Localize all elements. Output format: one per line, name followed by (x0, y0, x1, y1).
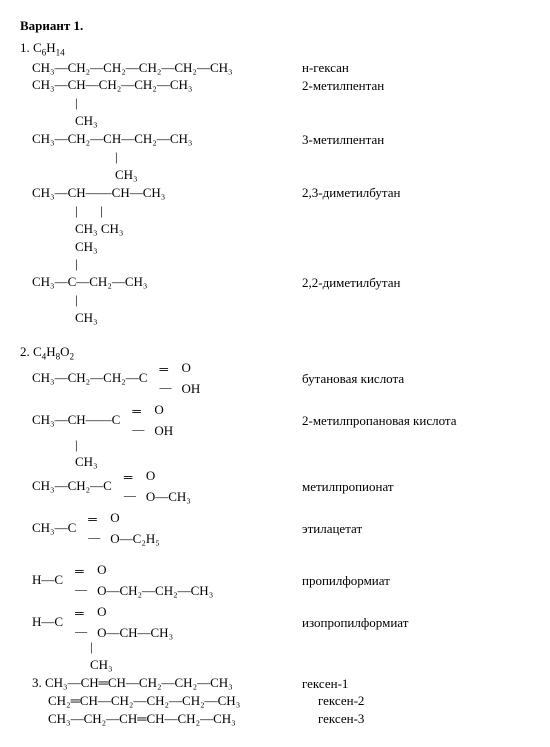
formula: CH₃—CH—CH₂—CH₂—CH₃ (20, 77, 292, 94)
branch: | (20, 95, 335, 112)
formula: CH₃—C═—OO—C₂H₅ (20, 514, 292, 544)
compound-name: 2,2-диметилбутан (292, 275, 530, 291)
compound-name: бутановая кислота (292, 371, 530, 387)
compound-row: CH₃—CH—CH₂—CH₂—CH₃ 2-метилпентан (20, 77, 530, 94)
compound-row: H—C═—OO—CH—CH₃ изопропилформиат (20, 608, 530, 638)
problem-3-head: 3. (32, 675, 45, 690)
compound-name: гексен-3 (308, 711, 530, 727)
formula: CH₃—CH₂—CH═CH—CH₂—CH₃ (20, 711, 308, 728)
compound-name: этилацетат (292, 521, 530, 537)
branch: | (20, 149, 375, 166)
formula: CH₃—CH₂—CH₂—C═—OOH (20, 364, 292, 394)
branch: | (20, 639, 350, 656)
formula: CH₃—CH——CH—CH₃ (20, 185, 292, 202)
compound-row: 3. CH₃—CH═CH—CH₂—CH₂—CH₃ гексен-1 (20, 675, 530, 692)
compound-name: н-гексан (292, 60, 530, 76)
problem-2-head: 2. C4H8O2 (20, 344, 530, 362)
compound-row: CH₃—CH₂—CH₂—CH₂—CH₂—CH₃ н-гексан (20, 60, 530, 77)
variant-title: Вариант 1. (20, 18, 530, 34)
branch: | (20, 292, 335, 309)
compound-row: CH₃—CH₂—CH═CH—CH₂—CH₃ гексен-3 (20, 711, 530, 728)
branch: CH₃ (20, 657, 350, 674)
branch: | (20, 256, 335, 273)
compound-name: метилпропионат (292, 479, 530, 495)
branch: CH₃ CH₃ (20, 221, 335, 238)
branch: CH₃ (20, 454, 335, 471)
compound-row: CH₂═CH—CH₂—CH₂—CH₂—CH₃ гексен-2 (20, 693, 530, 710)
compound-name: гексен-1 (292, 676, 530, 692)
branch: CH₃ (20, 113, 335, 130)
branch: CH₃ (20, 239, 335, 256)
branch: CH₃ (20, 310, 335, 327)
compound-row: CH₃—C═—OO—C₂H₅ этилацетат (20, 514, 530, 544)
formula: CH₃—CH₂—CH₂—CH₂—CH₂—CH₃ (20, 60, 292, 77)
compound-row: CH₃—C—CH₂—CH₃ 2,2-диметилбутан (20, 274, 530, 291)
compound-name: 3-метилпентан (292, 132, 530, 148)
formula: CH₃—C—CH₂—CH₃ (20, 274, 292, 291)
formula: H—C═—OO—CH—CH₃ (20, 608, 292, 638)
compound-row: CH₃—CH₂—C═—OO—CH₃ метилпропионат (20, 472, 530, 502)
formula: H—C═—OO—CH₂—CH₂—CH₃ (20, 566, 292, 596)
compound-name: пропилформиат (292, 573, 530, 589)
formula: CH₃—CH₂—CH—CH₂—CH₃ (20, 131, 292, 148)
formula: 3. CH₃—CH═CH—CH₂—CH₂—CH₃ (20, 675, 292, 692)
branch: CH₃ (20, 167, 375, 184)
compound-row: CH₃—CH₂—CH—CH₂—CH₃ 3-метилпентан (20, 131, 530, 148)
branch: | (20, 437, 335, 454)
compound-name: гексен-2 (308, 693, 530, 709)
formula: CH₃—CH——C═—OOH (20, 406, 292, 436)
formula: CH₂═CH—CH₂—CH₂—CH₂—CH₃ (20, 693, 308, 710)
compound-row: CH₃—CH——C═—OOH 2-метилпропановая кислота (20, 406, 530, 436)
compound-row: CH₃—CH₂—CH₂—C═—OOH бутановая кислота (20, 364, 530, 394)
compound-name: изопропилформиат (292, 615, 530, 631)
branch: | | (20, 203, 335, 220)
compound-name: 2-метилпропановая кислота (292, 413, 530, 429)
compound-row: CH₃—CH——CH—CH₃ 2,3-диметилбутан (20, 185, 530, 202)
compound-name: 2-метилпентан (292, 78, 530, 94)
problem-1-head: 1. C6H14 (20, 40, 530, 58)
compound-row: H—C═—OO—CH₂—CH₂—CH₃ пропилформиат (20, 566, 530, 596)
formula: CH₃—CH₂—C═—OO—CH₃ (20, 472, 292, 502)
compound-name: 2,3-диметилбутан (292, 185, 530, 201)
